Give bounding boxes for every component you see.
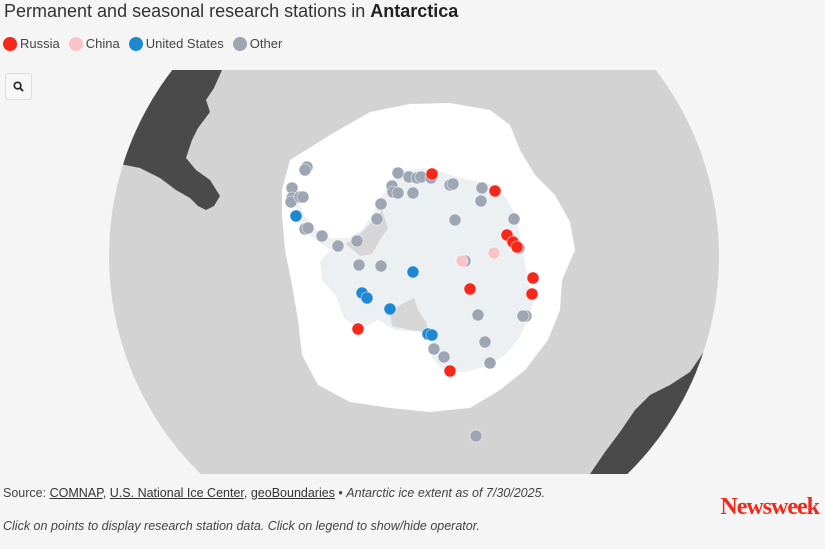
station-point-other[interactable] xyxy=(350,234,364,248)
station-point-other[interactable] xyxy=(406,186,420,200)
ross-ice-shelf xyxy=(390,298,428,332)
station-point-other[interactable] xyxy=(471,308,485,322)
station-point-russia[interactable] xyxy=(525,287,539,301)
legend-swatch xyxy=(68,36,83,51)
station-point-other[interactable] xyxy=(446,177,460,191)
station-point-russia[interactable] xyxy=(488,184,502,198)
station-point-other[interactable] xyxy=(370,212,384,226)
station-point-other[interactable] xyxy=(516,309,530,323)
search-icon xyxy=(13,81,24,92)
station-point-russia[interactable] xyxy=(443,364,457,378)
station-point-other[interactable] xyxy=(298,163,312,177)
legend-label: Russia xyxy=(20,36,60,51)
station-point-united-states[interactable] xyxy=(360,291,374,305)
station-point-other[interactable] xyxy=(331,239,345,253)
station-point-other[interactable] xyxy=(391,186,405,200)
station-point-other[interactable] xyxy=(374,197,388,211)
station-point-other[interactable] xyxy=(427,342,441,356)
station-point-other[interactable] xyxy=(448,213,462,227)
zoom-button[interactable] xyxy=(5,73,32,100)
station-point-other[interactable] xyxy=(469,429,483,443)
station-point-other[interactable] xyxy=(475,181,489,195)
source-link-comnap[interactable]: COMNAP xyxy=(49,486,103,500)
station-point-other[interactable] xyxy=(352,258,366,272)
station-point-other[interactable] xyxy=(391,166,405,180)
legend-item-russia[interactable]: Russia xyxy=(3,36,60,51)
newsweek-logo: Newsweek xyxy=(720,494,820,520)
station-point-other[interactable] xyxy=(301,221,315,235)
station-point-united-states[interactable] xyxy=(383,302,397,316)
station-point-china[interactable] xyxy=(455,254,469,268)
station-point-russia[interactable] xyxy=(463,282,477,296)
chart-title: Permanent and seasonal research stations… xyxy=(4,1,459,21)
station-point-united-states[interactable] xyxy=(425,328,439,342)
legend-label: United States xyxy=(145,36,224,51)
legend-swatch xyxy=(128,36,143,51)
station-point-other[interactable] xyxy=(507,212,521,226)
station-point-china[interactable] xyxy=(487,246,501,260)
legend-label: China xyxy=(85,36,120,51)
station-point-russia[interactable] xyxy=(510,240,524,254)
ice-extent-note: Antarctic ice extent as of 7/30/2025. xyxy=(346,486,546,500)
legend-item-united-states[interactable]: United States xyxy=(128,36,224,51)
source-line: Source: COMNAP, U.S. National Ice Center… xyxy=(3,486,546,500)
station-point-united-states[interactable] xyxy=(289,209,303,223)
station-point-united-states[interactable] xyxy=(406,265,420,279)
legend: Russia China United States Other xyxy=(3,36,282,51)
station-point-russia[interactable] xyxy=(351,322,365,336)
source-link-geoboundaries[interactable]: geoBoundaries xyxy=(250,486,335,500)
station-point-russia[interactable] xyxy=(425,167,439,181)
station-point-other[interactable] xyxy=(437,350,451,364)
legend-swatch xyxy=(3,36,17,51)
station-point-other[interactable] xyxy=(483,356,497,370)
legend-item-other[interactable]: Other xyxy=(232,36,283,51)
legend-swatch xyxy=(232,36,247,51)
instructions: Click on points to display research stat… xyxy=(3,519,480,533)
station-point-russia[interactable] xyxy=(526,271,540,285)
source-link-nic[interactable]: U.S. National Ice Center xyxy=(109,486,244,500)
station-point-other[interactable] xyxy=(478,335,492,349)
station-point-other[interactable] xyxy=(315,229,329,243)
legend-label: Other xyxy=(249,36,283,51)
station-point-other[interactable] xyxy=(374,259,388,273)
station-points[interactable] xyxy=(284,160,540,443)
station-point-other[interactable] xyxy=(296,190,310,204)
station-point-other[interactable] xyxy=(474,194,488,208)
legend-item-china[interactable]: China xyxy=(68,36,120,51)
antarctica-map[interactable] xyxy=(0,70,825,474)
